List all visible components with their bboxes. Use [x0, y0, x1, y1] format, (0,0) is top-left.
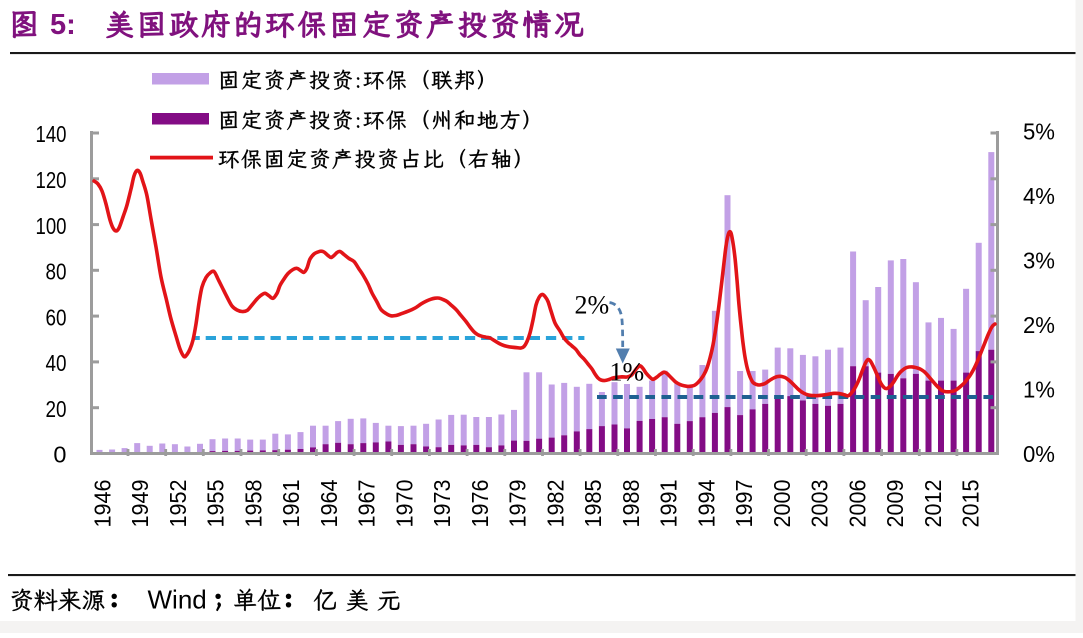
svg-text:2006: 2006: [844, 480, 870, 528]
svg-text:4%: 4%: [1023, 183, 1055, 209]
svg-text:2009: 2009: [882, 480, 908, 528]
svg-text:1958: 1958: [240, 480, 266, 528]
svg-text:1946: 1946: [89, 480, 115, 528]
svg-text:3%: 3%: [1023, 248, 1055, 274]
svg-text:2015: 2015: [958, 480, 984, 528]
svg-text:5:: 5:: [50, 9, 76, 41]
svg-text:1955: 1955: [203, 480, 229, 528]
svg-text:1985: 1985: [580, 480, 606, 528]
svg-text:140: 140: [36, 121, 67, 147]
svg-text:2012: 2012: [920, 480, 946, 528]
svg-text:1979: 1979: [505, 480, 531, 528]
svg-text:2%: 2%: [575, 291, 610, 320]
svg-text:1994: 1994: [693, 479, 719, 527]
svg-text:Wind: Wind: [148, 585, 207, 615]
svg-text:20: 20: [46, 396, 67, 422]
svg-text:1988: 1988: [618, 480, 644, 528]
svg-text:60: 60: [46, 304, 67, 330]
svg-text:2003: 2003: [807, 480, 833, 528]
svg-text:2000: 2000: [769, 480, 795, 528]
svg-text:1964: 1964: [316, 479, 342, 527]
svg-text:0%: 0%: [1023, 441, 1055, 467]
svg-text:1%: 1%: [1023, 377, 1055, 403]
svg-text:1982: 1982: [542, 480, 568, 528]
svg-text:5%: 5%: [1023, 119, 1055, 145]
svg-text:100: 100: [36, 213, 67, 239]
svg-text:1997: 1997: [731, 480, 757, 528]
svg-text:80: 80: [46, 259, 67, 285]
svg-text:1967: 1967: [354, 480, 380, 528]
svg-text:0: 0: [53, 442, 66, 468]
svg-text:40: 40: [46, 350, 67, 376]
svg-text:1952: 1952: [165, 480, 191, 528]
svg-text:120: 120: [36, 167, 67, 193]
svg-text:1%: 1%: [610, 358, 645, 387]
svg-text:1961: 1961: [278, 480, 304, 528]
svg-text:1949: 1949: [127, 480, 153, 528]
svg-text:1973: 1973: [429, 480, 455, 528]
svg-text:2%: 2%: [1023, 312, 1055, 338]
svg-text:1970: 1970: [391, 480, 417, 528]
svg-text:1991: 1991: [656, 480, 682, 528]
svg-text:1976: 1976: [467, 480, 493, 528]
